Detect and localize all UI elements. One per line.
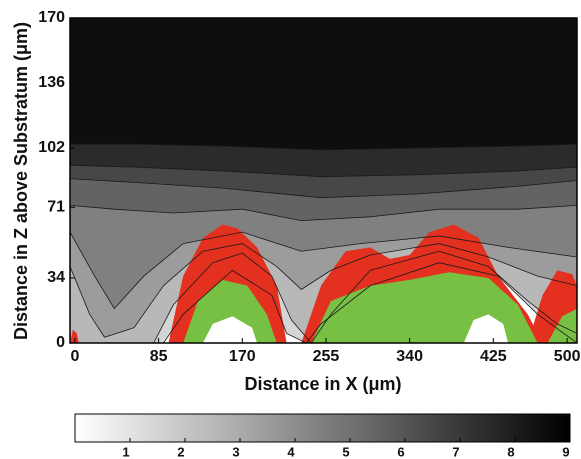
y-tick-label: 0 (56, 334, 65, 351)
y-tick-label: 34 (47, 269, 65, 286)
x-tick-label: 340 (396, 348, 423, 365)
colorbar-tick-label: 6 (397, 444, 404, 459)
colorbar-tick-label: 2 (177, 444, 184, 459)
chart: Distance in X (μm) Distance in Z above S… (0, 0, 581, 459)
colorbar-tick-label: 1 (122, 444, 129, 459)
x-tick-label: 500 (554, 348, 581, 365)
y-axis-title: Distance in Z above Substratum (μm) (11, 22, 31, 340)
x-axis-title: Distance in X (μm) (244, 374, 401, 394)
x-tick-label: 85 (150, 348, 168, 365)
colorbar (75, 414, 570, 442)
x-tick-label: 425 (480, 348, 507, 365)
y-tick-label: 102 (38, 139, 65, 156)
colorbar-tick-label: 5 (342, 444, 349, 459)
x-tick-label: 170 (229, 348, 256, 365)
colorbar-tick-label: 4 (287, 444, 295, 459)
colorbar-tick-label: 8 (507, 444, 514, 459)
colorbar-tick-label: 3 (232, 444, 239, 459)
y-tick-label: 136 (38, 74, 65, 91)
x-tick-label: 255 (313, 348, 340, 365)
x-tick-label: 0 (70, 348, 79, 365)
colorbar-tick-label: 9 (562, 444, 569, 459)
colorbar-tick-label: 7 (452, 444, 459, 459)
y-tick-label: 170 (38, 9, 65, 26)
contour-band (70, 18, 577, 150)
y-tick-label: 71 (47, 198, 65, 215)
plot-area (70, 18, 577, 343)
